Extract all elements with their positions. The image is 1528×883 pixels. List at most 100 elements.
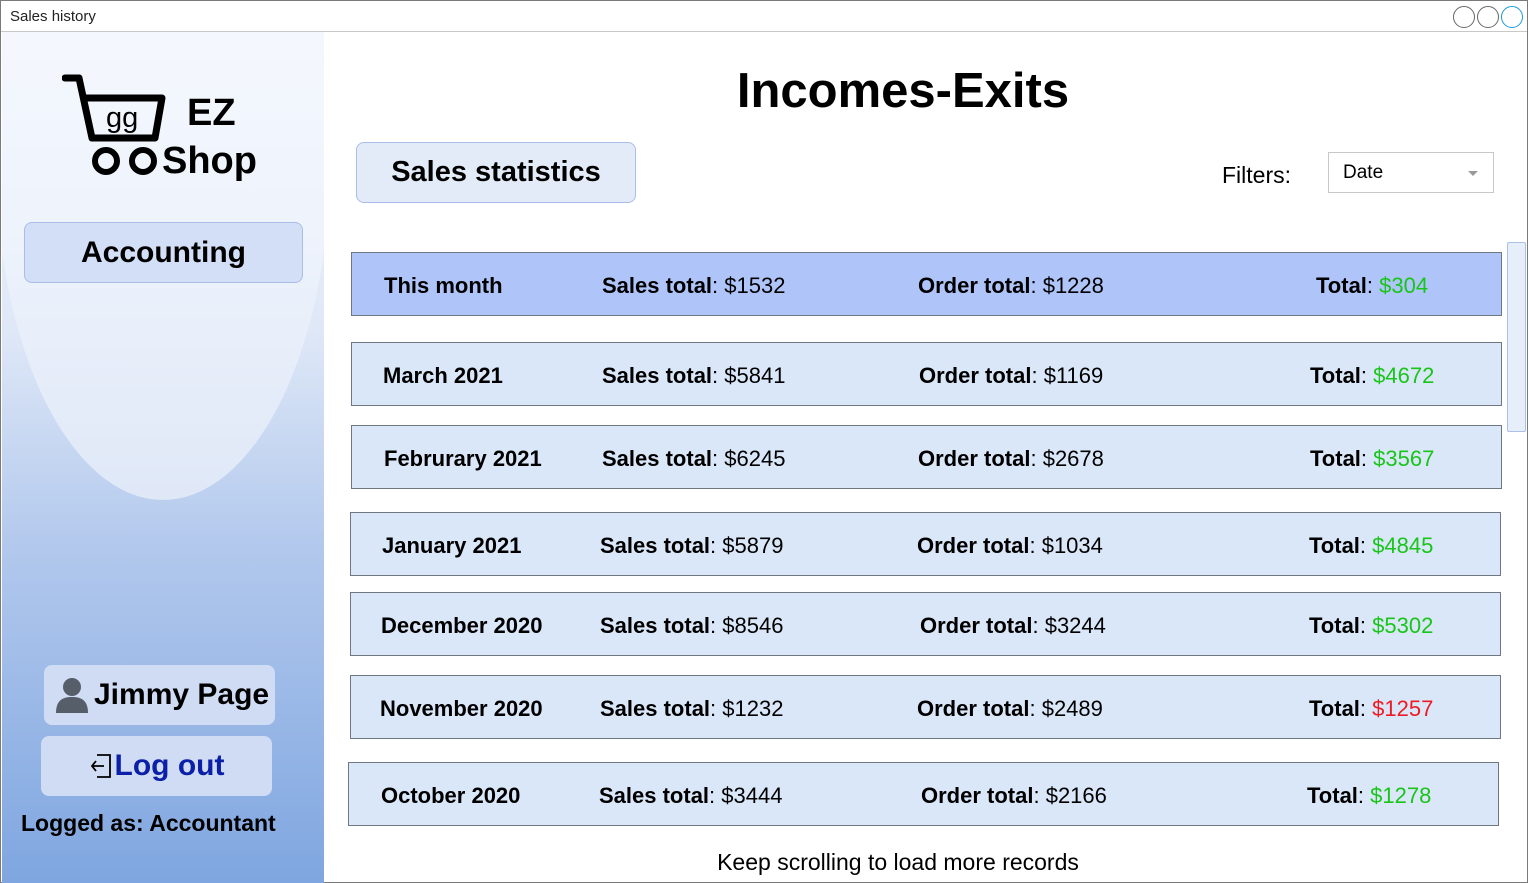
field-separator: : [709,783,722,808]
user-icon [56,678,88,713]
close-button[interactable] [1501,6,1523,28]
filter-selected-value: Date [1343,162,1384,183]
logout-button[interactable]: Log out [41,736,272,796]
accounting-nav-button[interactable]: Accounting [24,222,303,283]
net-total-value: $1257 [1372,696,1434,721]
logo-text-ez: EZ [187,92,236,134]
record-row[interactable]: December 2020 Sales total: $8546 Order tot… [350,592,1501,656]
order-total: Order total: $2166 [921,783,1107,809]
field-separator: : [1033,783,1046,808]
logged-as-text: Logged as: Accountant [21,810,276,836]
net-total-value: $3567 [1373,446,1435,471]
filter-dropdown[interactable]: Date [1328,152,1494,193]
sales-total: Sales total: $3444 [599,783,782,809]
sales-total: Sales total: $6245 [602,446,785,472]
order-total-value: $1034 [1041,533,1103,558]
sales-total: Sales total: $1232 [600,696,783,722]
sales-total: Sales total: $5841 [602,363,785,389]
chevron-down-icon [1468,171,1478,176]
load-more-note: Keep scrolling to load more records [717,849,1079,875]
order-total-value: $2489 [1041,696,1103,721]
sales-statistics-button[interactable]: Sales statistics [356,142,636,203]
user-name: Jimmy Page [94,678,270,711]
sales-total: Sales total: $1532 [602,273,785,299]
field-separator: : [1360,363,1374,388]
field-separator: : [1360,446,1374,471]
logo: gg EZ Shop [62,74,272,184]
minimize-button[interactable] [1453,6,1475,28]
record-period: December 2020 [381,613,543,638]
sidebar: gg EZ Shop Accounting Jimmy Page Log out… [2,32,324,883]
field-label: Sales total [599,783,710,808]
record-row[interactable]: This month Sales total: $1532 Order total:… [351,252,1502,316]
field-label: Sales total [600,613,711,638]
field-separator: : [1029,696,1042,721]
order-total-value: $1169 [1043,363,1104,388]
field-separator: : [1030,273,1043,298]
record-row[interactable]: Februrary 2021 Sales total: $6245 Order to… [351,425,1502,489]
field-label: Sales total [602,273,713,298]
net-total-value: $304 [1379,273,1429,298]
sales-total: Sales total: $5879 [600,533,783,559]
field-separator: : [710,613,723,638]
logout-icon [90,754,111,778]
net-total: Total: $1257 [1309,696,1433,722]
logo-icon-text: gg [106,102,138,134]
sales-total: Sales total: $8546 [600,613,783,639]
maximize-button[interactable] [1477,6,1499,28]
field-label: Total [1309,696,1360,721]
field-label: Order total [917,533,1030,558]
net-total: Total: $304 [1316,273,1428,299]
net-total-value: $5302 [1372,613,1434,638]
net-total-value: $4672 [1373,363,1435,388]
sales-total-value: $5879 [722,533,784,558]
field-label: Sales total [600,533,711,558]
record-row[interactable]: November 2020 Sales total: $1232 Order tot… [350,675,1501,739]
logo-text-shop: Shop [162,140,257,182]
net-total: Total: $4845 [1309,533,1433,559]
field-separator: : [1366,273,1380,298]
order-total-value: $2166 [1045,783,1107,808]
field-separator: : [1357,783,1371,808]
field-separator: : [712,446,725,471]
field-label: Order total [917,696,1030,721]
sales-total-value: $5841 [724,363,786,388]
order-total: Order total: $1169 [919,363,1103,389]
field-separator: : [1030,446,1043,471]
record-row[interactable]: January 2021 Sales total: $5879 Order tota… [350,512,1501,576]
field-label: Total [1310,446,1361,471]
window-controls [1453,6,1523,28]
field-label: Total [1309,613,1360,638]
sales-total-value: $1532 [724,273,786,298]
field-separator: : [712,273,725,298]
field-label: Sales total [600,696,711,721]
field-label: Order total [921,783,1034,808]
sales-total-value: $8546 [722,613,784,638]
scrollbar-thumb[interactable] [1507,242,1526,432]
record-row[interactable]: October 2020 Sales total: $3444 Order tota… [348,762,1499,826]
user-profile[interactable]: Jimmy Page [44,665,275,725]
field-separator: : [1032,613,1045,638]
net-total: Total: $3567 [1310,446,1434,472]
record-period: October 2020 [381,783,521,808]
order-total: Order total: $1228 [918,273,1104,299]
order-total: Order total: $2489 [917,696,1103,722]
field-separator: : [1359,533,1373,558]
field-separator: : [1359,696,1373,721]
page-title: Incomes-Exits [736,64,1070,118]
field-separator: : [712,363,725,388]
record-period: November 2020 [380,696,543,721]
net-total: Total: $1278 [1307,783,1431,809]
field-label: Total [1309,533,1360,558]
order-total-value: $3244 [1044,613,1106,638]
net-total-value: $1278 [1370,783,1432,808]
field-label: Order total [918,446,1031,471]
field-separator: : [1031,363,1044,388]
field-label: Total [1307,783,1358,808]
sales-total-value: $6245 [724,446,786,471]
record-row[interactable]: March 2021 Sales total: $5841 Order total:… [351,342,1502,406]
field-label: Sales total [602,363,713,388]
field-label: Order total [920,613,1033,638]
field-label: Sales total [602,446,713,471]
